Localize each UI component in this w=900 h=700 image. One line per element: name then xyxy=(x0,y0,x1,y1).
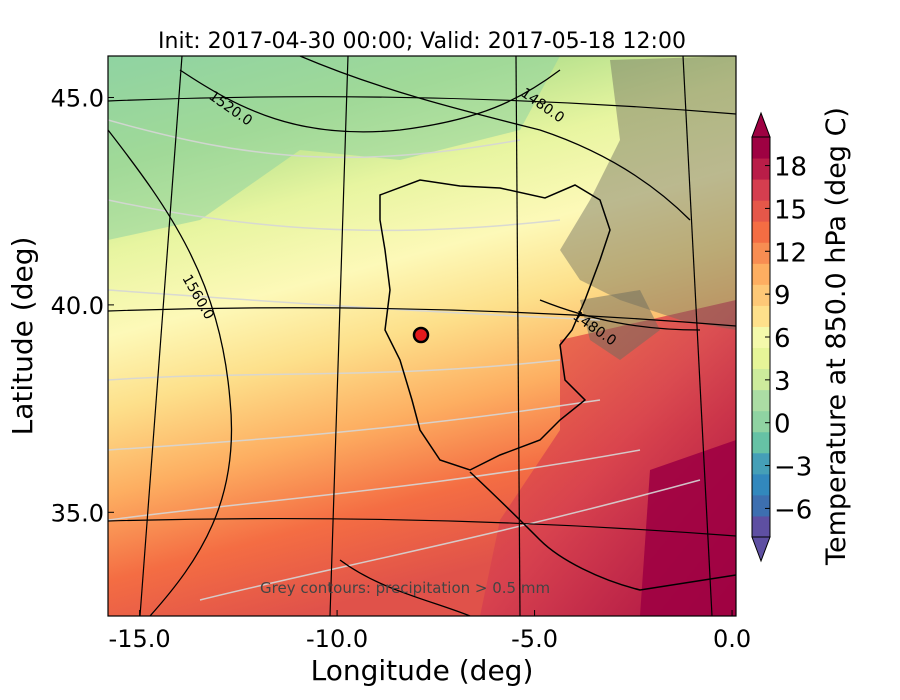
colorbar-extend-max xyxy=(751,111,771,138)
colorbar-segment xyxy=(752,410,770,433)
colorbar-segment xyxy=(752,221,770,243)
x-tick-label: -5.0 xyxy=(511,625,558,653)
colorbar-segment xyxy=(752,242,770,264)
colorbar-segment xyxy=(752,473,770,496)
colorbar-tick-label: −3 xyxy=(774,453,812,483)
coastline xyxy=(379,179,736,591)
colorbar-segment xyxy=(752,158,770,180)
y-axis: 35.0 40.0 45.0 xyxy=(51,84,114,527)
colorbar-label: Temperature at 850.0 hPa (deg C) xyxy=(821,107,852,566)
y-tick-label: 35.0 xyxy=(51,499,104,527)
map-area: 1480.0 1520.0 1560.0 1480.0 Grey contour… xyxy=(108,56,736,616)
x-tick-label: 0.0 xyxy=(713,625,751,653)
graticule xyxy=(108,56,736,616)
colorbar-segment xyxy=(752,431,770,454)
colorbar-segment xyxy=(752,368,770,391)
colorbar-segment xyxy=(752,515,770,538)
cool-region xyxy=(108,56,560,240)
terrain-shading xyxy=(580,290,660,360)
colorbar-segment xyxy=(752,347,770,370)
x-tick-label: -10.0 xyxy=(306,625,368,653)
colorbar-tick-label: 15 xyxy=(774,195,807,225)
colorbar-tick-label: 18 xyxy=(774,153,807,183)
map-frame xyxy=(107,55,737,617)
colorbar: −6 −3 0 3 6 9 12 15 18 xyxy=(751,111,812,563)
colorbar-segment xyxy=(752,326,770,349)
y-tick-label: 45.0 xyxy=(51,84,104,112)
colorbar-segment xyxy=(752,305,770,327)
colorbar-segment xyxy=(752,200,770,222)
colorbar-segment xyxy=(752,137,770,159)
x-axis: -15.0 -10.0 -5.0 0.0 xyxy=(109,610,751,653)
x-axis-label: Longitude (deg) xyxy=(311,654,534,687)
colorbar-tick-label: 9 xyxy=(774,281,791,311)
x-tick-label: -15.0 xyxy=(109,625,171,653)
colorbar-tick-label: 0 xyxy=(774,410,791,440)
geopotential-contours xyxy=(108,56,701,616)
colorbar-tick-label: −6 xyxy=(774,495,812,525)
colorbar-segment xyxy=(752,179,770,201)
colorbar-segment xyxy=(752,494,770,517)
colorbar-segment xyxy=(752,263,770,285)
location-marker xyxy=(412,326,430,344)
chart-title: Init: 2017-04-30 00:00; Valid: 2017-05-1… xyxy=(158,29,686,54)
y-axis-label: Latitude (deg) xyxy=(6,237,39,436)
colorbar-tick-label: 3 xyxy=(774,367,791,397)
precipitation-note: Grey contours: precipitation > 0.5 mm xyxy=(260,579,550,597)
colorbar-extend-min xyxy=(751,536,771,563)
colorbar-segment xyxy=(752,452,770,475)
terrain-shading xyxy=(560,56,736,330)
y-tick-label: 40.0 xyxy=(51,292,104,320)
hottest-region xyxy=(640,440,736,616)
colorbar-tick-label: 12 xyxy=(774,238,807,268)
colorbar-segment xyxy=(752,284,770,306)
colorbar-tick-label: 6 xyxy=(774,324,791,354)
colorbar-segment xyxy=(752,389,770,412)
